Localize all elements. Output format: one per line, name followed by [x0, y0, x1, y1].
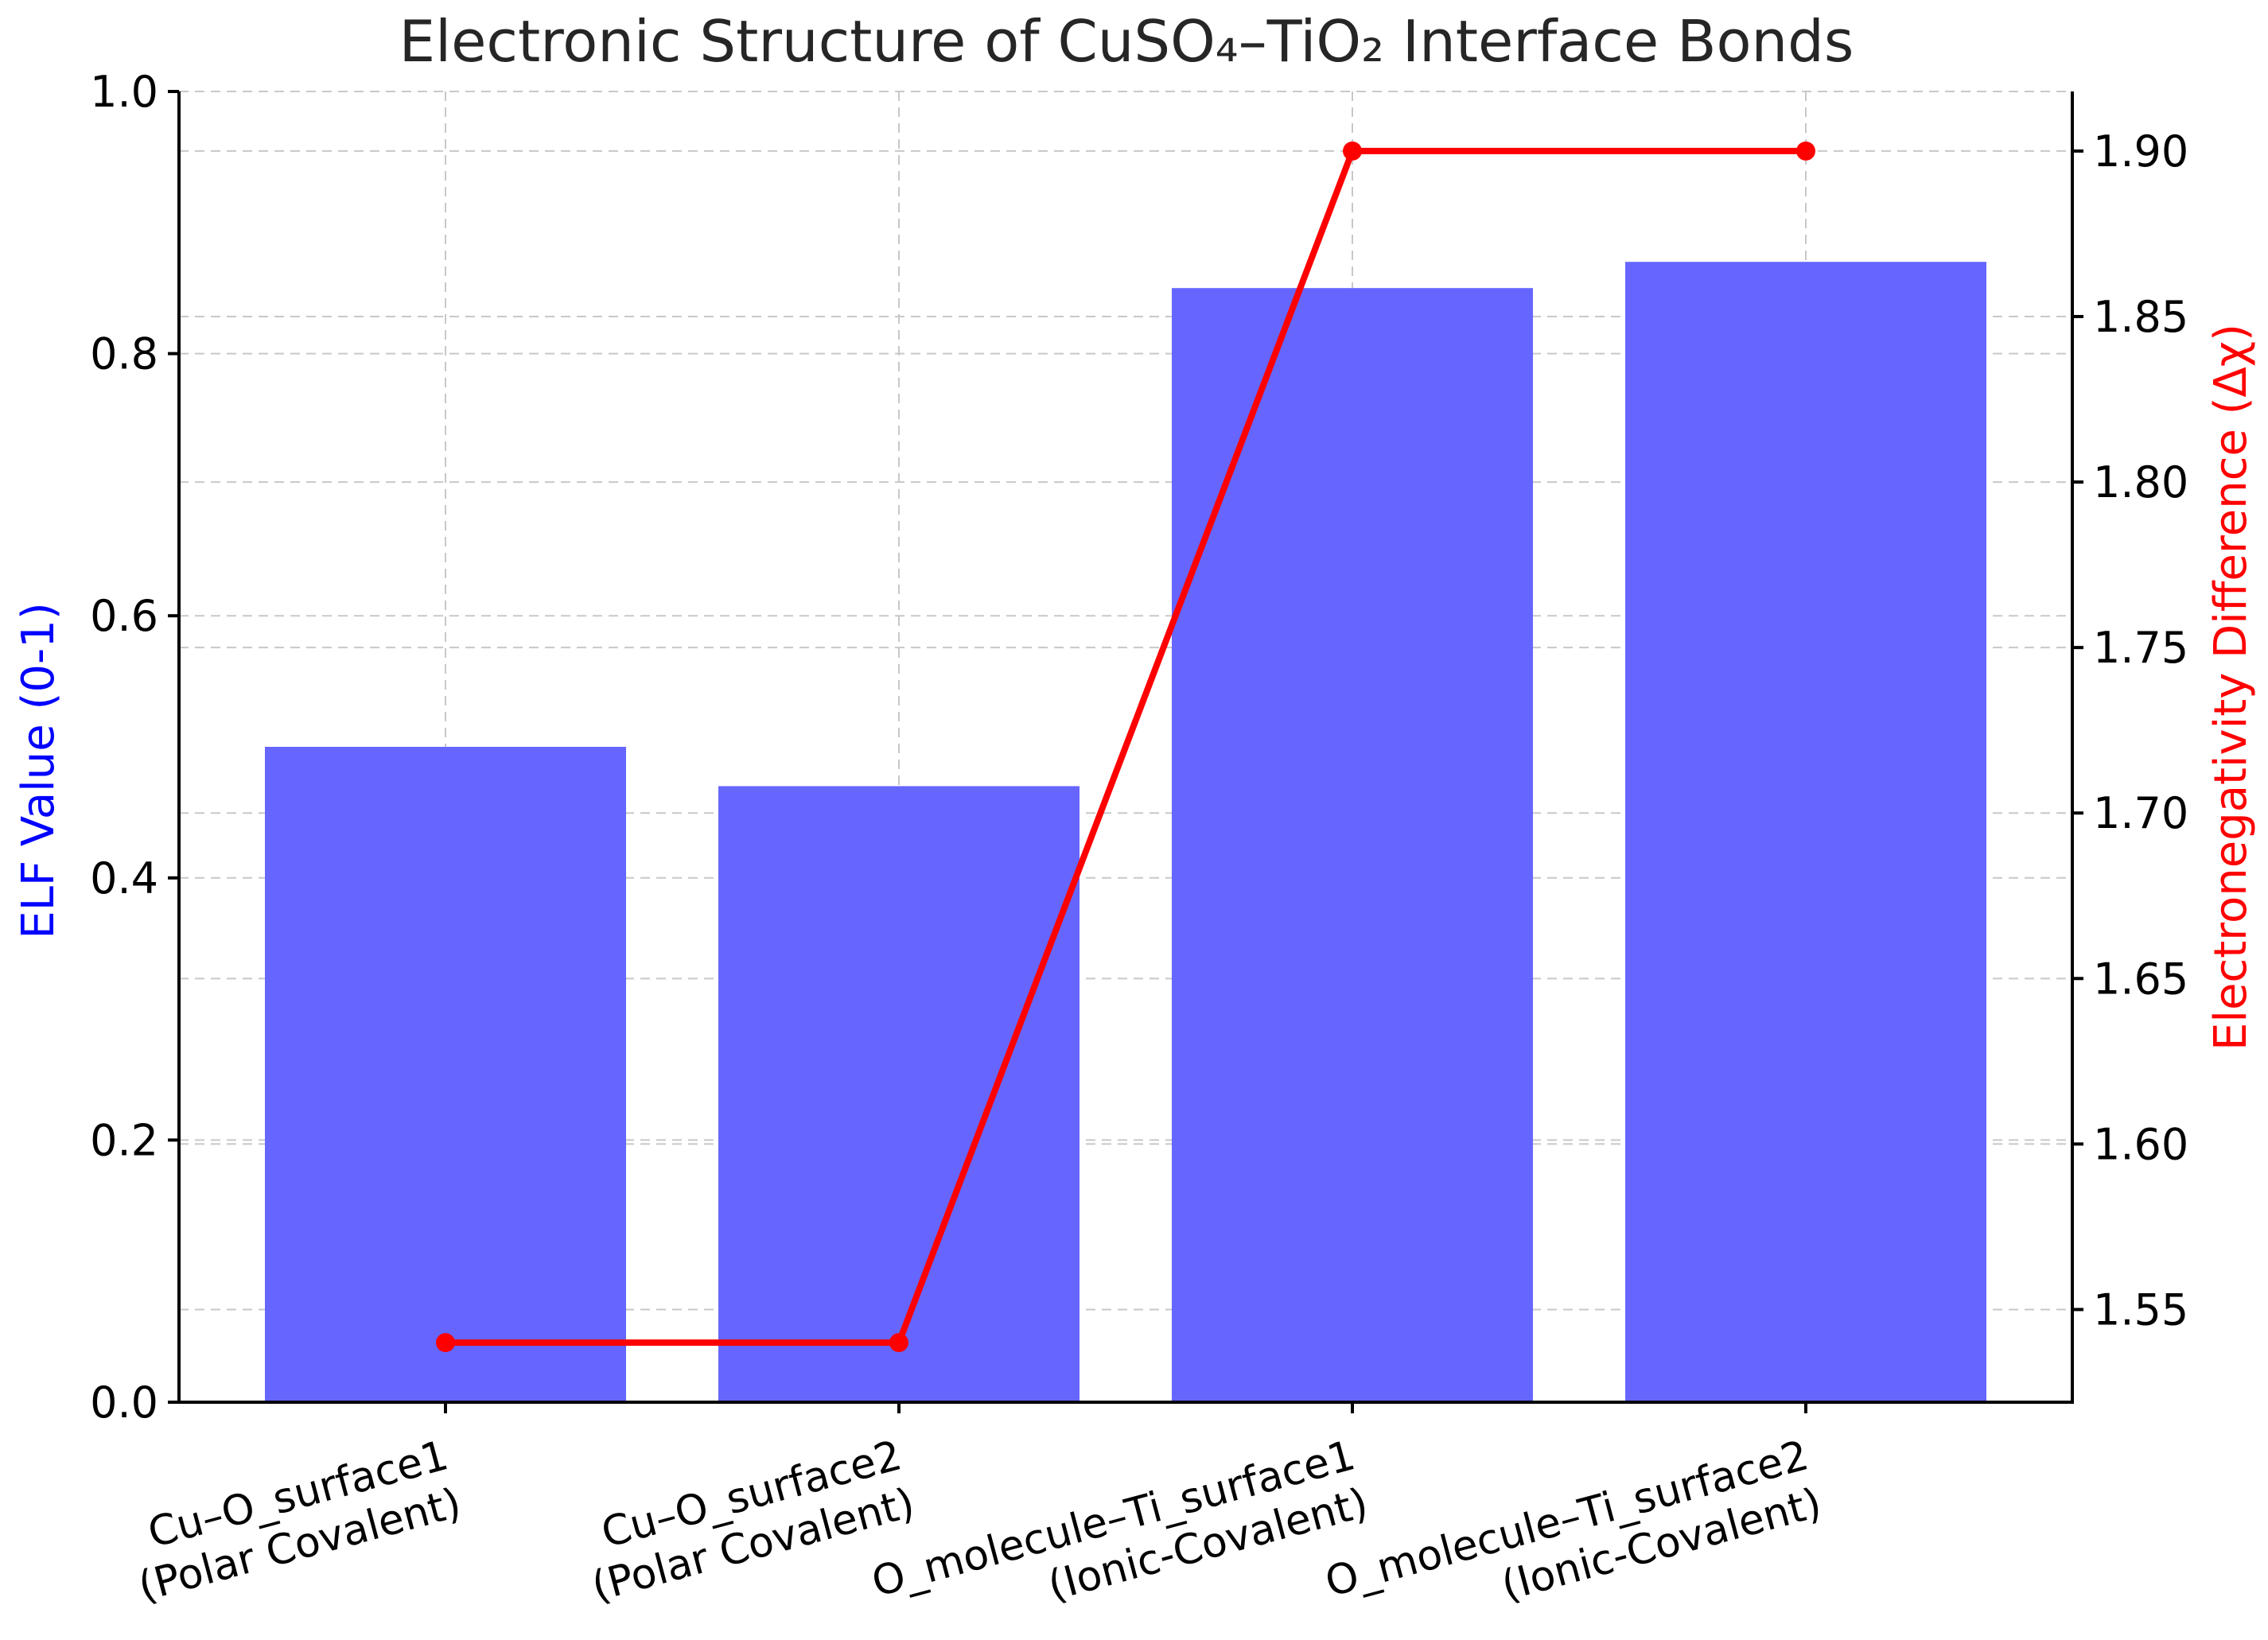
line-point	[889, 1333, 908, 1353]
bar	[1625, 262, 1986, 1402]
y2-tick-label: 1.65	[2093, 954, 2188, 1004]
chart-title: Electronic Structure of CuSO₄–TiO₂ Inter…	[399, 8, 1854, 75]
y-tick-label: 1.0	[90, 67, 158, 117]
line-point	[1343, 141, 1362, 161]
bar	[1172, 288, 1533, 1403]
y-tick-label: 0.8	[90, 329, 158, 379]
y2-tick-label: 1.80	[2093, 457, 2188, 507]
y-tick-label: 0.6	[90, 591, 158, 641]
y-axis-label: ELF Value (0-1)	[13, 602, 64, 939]
y2-tick-label: 1.60	[2093, 1119, 2188, 1169]
y2-tick-label: 1.75	[2093, 623, 2188, 673]
line-point	[436, 1333, 455, 1353]
x-tick-label: O_molecule–Ti_surface2(Ionic-Covalent)	[1321, 1432, 1826, 1640]
y2-tick-label: 1.90	[2093, 126, 2188, 177]
axes	[168, 90, 2083, 1413]
bar	[718, 786, 1080, 1402]
x-tick-label: Cu–O_surface2(Polar Covalent)	[574, 1432, 920, 1611]
y-tick-label: 0.4	[90, 853, 158, 904]
line-point	[1796, 141, 1815, 161]
x-tick-label: O_molecule–Ti_surface1(Ionic-Covalent)	[867, 1432, 1373, 1640]
y2-tick-label: 1.55	[2093, 1284, 2188, 1335]
line-series	[436, 141, 1815, 1353]
bar	[265, 747, 626, 1402]
y2-tick-label: 1.70	[2093, 788, 2188, 838]
line-series-path	[445, 147, 1806, 1347]
y2-axis-label: Electronegativity Difference (Δχ)	[2205, 324, 2257, 1051]
y2-tick-label: 1.85	[2093, 292, 2188, 342]
y-tick-label: 0.0	[90, 1378, 158, 1428]
bar-series	[265, 262, 1986, 1403]
x-tick-label: Cu–O_surface1(Polar Covalent)	[121, 1432, 466, 1611]
y-tick-label: 0.2	[90, 1115, 158, 1165]
